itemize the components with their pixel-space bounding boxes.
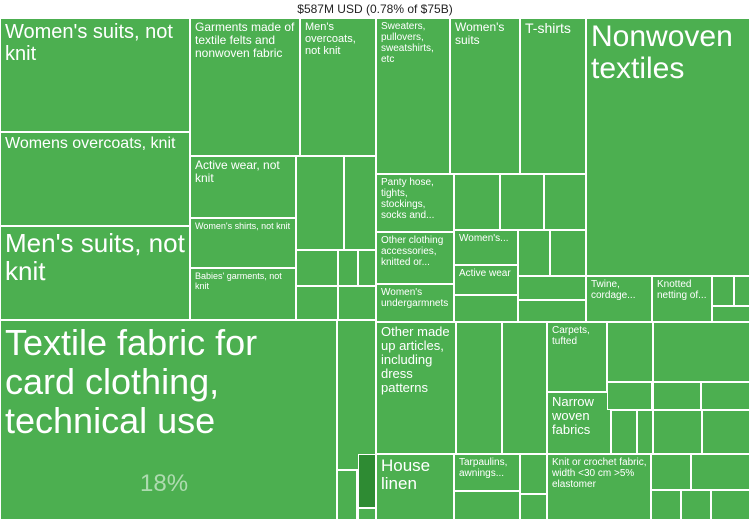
- treemap-tile: [358, 508, 376, 520]
- share-label: 18%: [140, 470, 189, 497]
- treemap-tile: Textile fabric for card clothing, techni…: [0, 320, 337, 520]
- treemap-tile: Garments made of textile felts and nonwo…: [190, 18, 300, 156]
- treemap-tile: Men's overcoats, not knit: [300, 18, 376, 156]
- treemap-tile: [296, 286, 338, 320]
- treemap-tile: [653, 410, 702, 454]
- treemap-tile: [337, 470, 357, 520]
- treemap-tile: House linen: [376, 454, 454, 520]
- treemap-tile: [520, 454, 547, 494]
- treemap-tile: [691, 454, 750, 490]
- treemap-tile: [518, 230, 550, 276]
- tile-label: Men's suits, not knit: [5, 228, 185, 286]
- treemap-tile: Nonwoven textiles: [586, 18, 750, 276]
- tile-label: Garments made of textile felts and nonwo…: [195, 20, 295, 60]
- tile-label: Other made up articles, including dress …: [381, 324, 450, 395]
- treemap-tile: Womens overcoats, knit: [0, 132, 190, 226]
- tile-label: Babies' garments, not knit: [195, 271, 282, 291]
- tile-label: Panty hose, tights, stockings, socks and…: [381, 177, 435, 221]
- tile-label: T-shirts: [525, 20, 571, 36]
- treemap-tile: [296, 250, 338, 286]
- tile-label: Sweaters, pullovers, sweatshirts, etc: [381, 21, 434, 65]
- tile-label: Other clothing accessories, knitted or..…: [381, 235, 444, 268]
- treemap-tile: [712, 276, 734, 306]
- treemap-tile: [500, 174, 544, 230]
- treemap-tile: [454, 491, 520, 520]
- treemap-tile: [518, 276, 586, 300]
- treemap-tile: Women's suits, not knit: [0, 18, 190, 132]
- tile-label: Active wear: [459, 268, 511, 279]
- treemap-tile: [607, 382, 652, 410]
- tile-label: Narrow woven fabrics: [552, 394, 594, 437]
- treemap-tile: Women's shirts, not knit: [190, 218, 296, 268]
- tile-label: Women's suits: [455, 20, 505, 47]
- treemap-tile: [734, 276, 750, 306]
- treemap-tile: [701, 382, 750, 410]
- chart-title: $587M USD (0.78% of $75B): [297, 2, 453, 16]
- treemap-tile: [454, 295, 518, 322]
- treemap-tile: Panty hose, tights, stockings, socks and…: [376, 174, 454, 232]
- treemap-tile: [454, 174, 500, 230]
- treemap-tile: [344, 156, 376, 250]
- tile-label: Knit or crochet fabric, width <30 cm >5%…: [552, 457, 647, 490]
- treemap-tile: [337, 320, 376, 470]
- treemap-tile: Sweaters, pullovers, sweatshirts, etc: [376, 18, 450, 174]
- treemap-tile: Carpets, tufted: [547, 322, 607, 392]
- treemap-tile: Knotted netting of...: [652, 276, 712, 322]
- treemap-tile: [550, 230, 586, 276]
- tile-label: Women's...: [459, 233, 509, 244]
- treemap-tile: Knit or crochet fabric, width <30 cm >5%…: [547, 454, 651, 520]
- treemap-tile: Women's...: [454, 230, 518, 265]
- tile-label: Twine, cordage...: [591, 279, 636, 301]
- treemap-tile: Twine, cordage...: [586, 276, 652, 322]
- treemap-tile: [520, 494, 547, 520]
- treemap-tile: Tarpaulins, awnings...: [454, 454, 520, 491]
- treemap-tile: [358, 250, 376, 286]
- treemap-tile: [651, 454, 691, 490]
- treemap: Textile fabric for card clothing, techni…: [0, 18, 750, 520]
- treemap-tile: [637, 410, 653, 454]
- treemap-tile: [653, 382, 701, 410]
- treemap-tile: [611, 410, 637, 454]
- tile-label: Women's undergarmnets: [381, 287, 449, 309]
- treemap-tile: [681, 490, 711, 520]
- treemap-tile: Narrow woven fabrics: [547, 392, 611, 454]
- treemap-tile: [518, 300, 586, 322]
- treemap-tile: [338, 286, 376, 320]
- treemap-tile: [456, 322, 502, 454]
- treemap-tile: [702, 410, 750, 454]
- tile-label: Women's suits, not knit: [5, 21, 173, 65]
- treemap-tile: [711, 490, 750, 520]
- treemap-tile: [358, 454, 376, 508]
- tile-label: Men's overcoats, not knit: [305, 21, 356, 57]
- tile-label: Textile fabric for card clothing, techni…: [5, 322, 258, 441]
- tile-label: Knotted netting of...: [657, 279, 707, 301]
- tile-label: Carpets, tufted: [552, 325, 590, 347]
- treemap-tile: T-shirts: [520, 18, 586, 174]
- tile-label: Nonwoven textiles: [591, 20, 733, 85]
- tile-label: Tarpaulins, awnings...: [459, 457, 508, 479]
- tile-label: House linen: [381, 456, 431, 493]
- treemap-tile: [653, 322, 750, 382]
- treemap-tile: Women's undergarmnets: [376, 284, 454, 322]
- tile-label: Active wear, not knit: [195, 158, 280, 185]
- treemap-tile: [544, 174, 586, 230]
- treemap-tile: Women's suits: [450, 18, 520, 174]
- treemap-tile: [338, 250, 358, 286]
- treemap-tile: Babies' garments, not knit: [190, 268, 296, 320]
- tile-label: Women's shirts, not knit: [195, 221, 291, 231]
- tile-label: Womens overcoats, knit: [5, 135, 176, 152]
- treemap-tile: [296, 156, 344, 250]
- treemap-tile: [607, 322, 653, 382]
- treemap-tile: Other made up articles, including dress …: [376, 322, 456, 454]
- treemap-tile: Men's suits, not knit: [0, 226, 190, 320]
- treemap-tile: [712, 306, 750, 322]
- treemap-tile: [651, 490, 681, 520]
- treemap-tile: Other clothing accessories, knitted or..…: [376, 232, 454, 284]
- treemap-tile: [502, 322, 547, 454]
- treemap-tile: Active wear, not knit: [190, 156, 296, 218]
- treemap-tile: Active wear: [454, 265, 518, 295]
